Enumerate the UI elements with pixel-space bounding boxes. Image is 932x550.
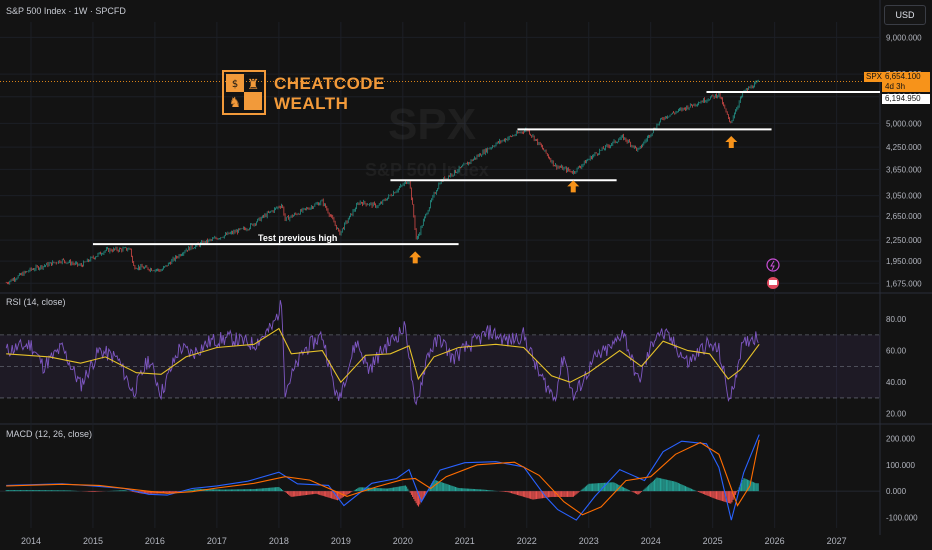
x-tick-label: 2020 xyxy=(393,536,413,546)
rsi-tick-label: 60.00 xyxy=(886,347,907,356)
svg-text:♞: ♞ xyxy=(229,95,242,111)
x-tick-label: 2022 xyxy=(517,536,537,546)
x-tick-label: 2025 xyxy=(703,536,723,546)
svg-text:♜: ♜ xyxy=(247,77,260,93)
price-tick-label: 1,950.000 xyxy=(886,257,922,266)
logo-line-1: CHEATCODE xyxy=(274,74,385,93)
x-tick-label: 2015 xyxy=(83,536,103,546)
svg-text:$: $ xyxy=(232,79,238,90)
x-tick-label: 2027 xyxy=(827,536,847,546)
x-tick-label: 2024 xyxy=(641,536,661,546)
x-tick-label: 2026 xyxy=(765,536,785,546)
x-tick-label: 2018 xyxy=(269,536,289,546)
rsi-tick-label: 20.00 xyxy=(886,410,907,419)
price-tick-label: 3,050.000 xyxy=(886,192,922,201)
chart-title: S&P 500 Index · 1W · SPCFD xyxy=(6,6,126,16)
lightning-icon xyxy=(770,260,775,271)
macd-tick-label: 100.000 xyxy=(886,461,915,470)
watermark-name: S&P 500 Index xyxy=(365,160,489,180)
rsi-line xyxy=(5,300,759,406)
last-price-symbol: SPX xyxy=(864,72,885,82)
price-tick-label: 2,250.000 xyxy=(886,236,922,245)
rsi-title: RSI (14, close) xyxy=(6,297,66,307)
x-tick-label: 2016 xyxy=(145,536,165,546)
macd-signal-line xyxy=(6,439,760,516)
x-tick-label: 2019 xyxy=(331,536,351,546)
macd-line xyxy=(6,434,760,521)
price-tick-label: 3,650.000 xyxy=(886,165,922,174)
macd-tick-label: -100.000 xyxy=(886,513,918,522)
x-tick-label: 2014 xyxy=(21,536,41,546)
last-price-value: 6,654.100 xyxy=(885,72,921,81)
chess-pieces-icon: ♜ ♞ $ xyxy=(222,70,266,115)
horizontal-level-label: 6,194.950 xyxy=(882,94,930,104)
rsi-tick-label: 80.00 xyxy=(886,315,907,324)
price-tick-label: 4,250.000 xyxy=(886,143,922,152)
x-tick-label: 2017 xyxy=(207,536,227,546)
currency-button[interactable]: USD xyxy=(884,5,926,25)
flash-event-icon xyxy=(766,258,780,272)
x-tick-label: 2021 xyxy=(455,536,475,546)
price-tick-label: 2,650.000 xyxy=(886,212,922,221)
brand-logo: ♜ ♞ $ CHEATCODE WEALTH xyxy=(222,70,384,118)
price-tick-label: 9,000.000 xyxy=(886,33,922,42)
flag-icon xyxy=(769,280,777,285)
candles-group xyxy=(5,79,759,285)
rsi-tick-label: 40.00 xyxy=(886,378,907,387)
up-arrow-icon xyxy=(409,251,422,264)
macd-tick-label: 200.000 xyxy=(886,435,915,444)
watermark-ticker: SPX xyxy=(388,100,477,149)
up-arrow-icon xyxy=(725,136,738,149)
bar-countdown: 4d 3h xyxy=(885,82,906,91)
last-price-label: 6,654.100 4d 3h xyxy=(882,72,930,92)
price-tick-label: 1,675.000 xyxy=(886,279,922,288)
logo-line-2: WEALTH xyxy=(274,94,349,113)
rsi-ma-line xyxy=(6,327,760,384)
up-arrow-icon xyxy=(567,180,580,193)
macd-tick-label: 0.000 xyxy=(886,487,907,496)
x-tick-label: 2023 xyxy=(579,536,599,546)
annotation-test-previous-high: Test previous high xyxy=(258,233,338,243)
price-tick-label: 5,000.000 xyxy=(886,119,922,128)
macd-title: MACD (12, 26, close) xyxy=(6,429,93,439)
